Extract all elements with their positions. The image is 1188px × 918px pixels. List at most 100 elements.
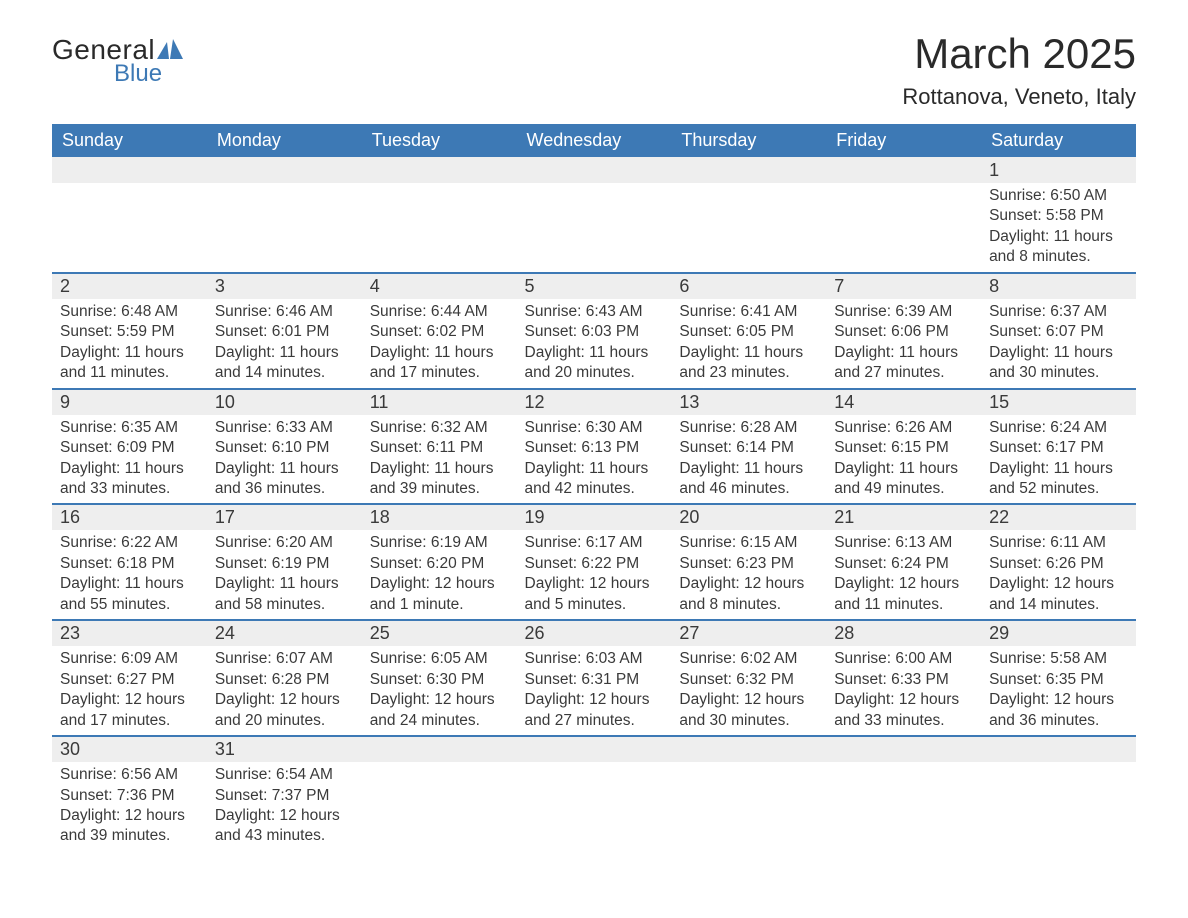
day-detail-cell bbox=[826, 183, 981, 273]
sunset-line: Sunset: 6:18 PM bbox=[60, 554, 199, 574]
day-number-cell: 3 bbox=[207, 273, 362, 299]
daylight-line: Daylight: 12 hours and 1 minute. bbox=[370, 574, 509, 615]
day-number-cell: 5 bbox=[517, 273, 672, 299]
day-detail-cell bbox=[671, 183, 826, 273]
sunset-line: Sunset: 6:24 PM bbox=[834, 554, 973, 574]
daylight-line: Daylight: 12 hours and 39 minutes. bbox=[60, 806, 199, 847]
daylight-line: Daylight: 11 hours and 52 minutes. bbox=[989, 459, 1128, 500]
sail-icon bbox=[157, 39, 183, 59]
day-detail-cell: Sunrise: 6:30 AMSunset: 6:13 PMDaylight:… bbox=[517, 415, 672, 505]
daylight-line: Daylight: 11 hours and 58 minutes. bbox=[215, 574, 354, 615]
week-detail-row: Sunrise: 6:48 AMSunset: 5:59 PMDaylight:… bbox=[52, 299, 1136, 389]
day-number-cell bbox=[981, 736, 1136, 762]
day-detail-cell: Sunrise: 6:13 AMSunset: 6:24 PMDaylight:… bbox=[826, 530, 981, 620]
sunset-line: Sunset: 6:19 PM bbox=[215, 554, 354, 574]
sunset-line: Sunset: 6:26 PM bbox=[989, 554, 1128, 574]
day-detail-cell: Sunrise: 6:00 AMSunset: 6:33 PMDaylight:… bbox=[826, 646, 981, 736]
daylight-line: Daylight: 12 hours and 33 minutes. bbox=[834, 690, 973, 731]
day-detail-cell bbox=[671, 762, 826, 851]
title-block: March 2025 Rottanova, Veneto, Italy bbox=[902, 30, 1136, 110]
sunset-line: Sunset: 7:36 PM bbox=[60, 786, 199, 806]
day-number-cell: 19 bbox=[517, 504, 672, 530]
daylight-line: Daylight: 11 hours and 14 minutes. bbox=[215, 343, 354, 384]
daylight-line: Daylight: 11 hours and 42 minutes. bbox=[525, 459, 664, 500]
day-number-cell bbox=[826, 736, 981, 762]
daylight-line: Daylight: 11 hours and 46 minutes. bbox=[679, 459, 818, 500]
daylight-line: Daylight: 12 hours and 14 minutes. bbox=[989, 574, 1128, 615]
day-detail-cell: Sunrise: 6:15 AMSunset: 6:23 PMDaylight:… bbox=[671, 530, 826, 620]
sunrise-line: Sunrise: 6:54 AM bbox=[215, 765, 354, 785]
day-number-cell bbox=[52, 157, 207, 183]
sunrise-line: Sunrise: 6:50 AM bbox=[989, 186, 1128, 206]
day-detail-cell: Sunrise: 6:50 AMSunset: 5:58 PMDaylight:… bbox=[981, 183, 1136, 273]
sunset-line: Sunset: 6:33 PM bbox=[834, 670, 973, 690]
day-number-cell: 6 bbox=[671, 273, 826, 299]
sunrise-line: Sunrise: 6:56 AM bbox=[60, 765, 199, 785]
daylight-line: Daylight: 11 hours and 27 minutes. bbox=[834, 343, 973, 384]
day-number-cell: 14 bbox=[826, 389, 981, 415]
sunset-line: Sunset: 6:28 PM bbox=[215, 670, 354, 690]
week-detail-row: Sunrise: 6:35 AMSunset: 6:09 PMDaylight:… bbox=[52, 415, 1136, 505]
day-detail-cell: Sunrise: 6:54 AMSunset: 7:37 PMDaylight:… bbox=[207, 762, 362, 851]
day-detail-cell: Sunrise: 6:35 AMSunset: 6:09 PMDaylight:… bbox=[52, 415, 207, 505]
weekday-header: Sunday bbox=[52, 124, 207, 157]
day-number-cell bbox=[517, 157, 672, 183]
day-detail-cell: Sunrise: 6:28 AMSunset: 6:14 PMDaylight:… bbox=[671, 415, 826, 505]
weekday-header: Thursday bbox=[671, 124, 826, 157]
day-detail-cell: Sunrise: 6:02 AMSunset: 6:32 PMDaylight:… bbox=[671, 646, 826, 736]
day-detail-cell: Sunrise: 6:24 AMSunset: 6:17 PMDaylight:… bbox=[981, 415, 1136, 505]
sunset-line: Sunset: 6:31 PM bbox=[525, 670, 664, 690]
daylight-line: Daylight: 11 hours and 55 minutes. bbox=[60, 574, 199, 615]
day-number-cell: 27 bbox=[671, 620, 826, 646]
day-detail-cell: Sunrise: 6:22 AMSunset: 6:18 PMDaylight:… bbox=[52, 530, 207, 620]
weekday-header: Friday bbox=[826, 124, 981, 157]
daylight-line: Daylight: 11 hours and 49 minutes. bbox=[834, 459, 973, 500]
day-detail-cell bbox=[517, 183, 672, 273]
day-detail-cell: Sunrise: 6:39 AMSunset: 6:06 PMDaylight:… bbox=[826, 299, 981, 389]
day-number-cell bbox=[517, 736, 672, 762]
sunrise-line: Sunrise: 6:24 AM bbox=[989, 418, 1128, 438]
sunset-line: Sunset: 6:01 PM bbox=[215, 322, 354, 342]
sunrise-line: Sunrise: 6:43 AM bbox=[525, 302, 664, 322]
sunrise-line: Sunrise: 6:41 AM bbox=[679, 302, 818, 322]
day-number-cell: 7 bbox=[826, 273, 981, 299]
day-number-cell bbox=[826, 157, 981, 183]
week-daynum-row: 23242526272829 bbox=[52, 620, 1136, 646]
day-detail-cell: Sunrise: 6:48 AMSunset: 5:59 PMDaylight:… bbox=[52, 299, 207, 389]
sunrise-line: Sunrise: 6:05 AM bbox=[370, 649, 509, 669]
day-number-cell: 31 bbox=[207, 736, 362, 762]
sunrise-line: Sunrise: 6:37 AM bbox=[989, 302, 1128, 322]
day-detail-cell bbox=[826, 762, 981, 851]
week-detail-row: Sunrise: 6:50 AMSunset: 5:58 PMDaylight:… bbox=[52, 183, 1136, 273]
day-detail-cell bbox=[981, 762, 1136, 851]
day-detail-cell: Sunrise: 6:17 AMSunset: 6:22 PMDaylight:… bbox=[517, 530, 672, 620]
day-number-cell: 28 bbox=[826, 620, 981, 646]
weekday-header: Wednesday bbox=[517, 124, 672, 157]
sunrise-line: Sunrise: 6:20 AM bbox=[215, 533, 354, 553]
daylight-line: Daylight: 12 hours and 5 minutes. bbox=[525, 574, 664, 615]
weekday-header: Tuesday bbox=[362, 124, 517, 157]
day-detail-cell bbox=[207, 183, 362, 273]
day-detail-cell bbox=[517, 762, 672, 851]
sunrise-line: Sunrise: 6:22 AM bbox=[60, 533, 199, 553]
sunrise-line: Sunrise: 6:26 AM bbox=[834, 418, 973, 438]
daylight-line: Daylight: 11 hours and 11 minutes. bbox=[60, 343, 199, 384]
day-detail-cell: Sunrise: 6:03 AMSunset: 6:31 PMDaylight:… bbox=[517, 646, 672, 736]
sunrise-line: Sunrise: 6:17 AM bbox=[525, 533, 664, 553]
weekday-header: Saturday bbox=[981, 124, 1136, 157]
day-number-cell: 30 bbox=[52, 736, 207, 762]
sunset-line: Sunset: 5:59 PM bbox=[60, 322, 199, 342]
day-detail-cell: Sunrise: 6:07 AMSunset: 6:28 PMDaylight:… bbox=[207, 646, 362, 736]
month-title: March 2025 bbox=[902, 30, 1136, 78]
sunrise-line: Sunrise: 6:19 AM bbox=[370, 533, 509, 553]
day-detail-cell bbox=[362, 762, 517, 851]
day-detail-cell: Sunrise: 6:41 AMSunset: 6:05 PMDaylight:… bbox=[671, 299, 826, 389]
daylight-line: Daylight: 11 hours and 23 minutes. bbox=[679, 343, 818, 384]
daylight-line: Daylight: 12 hours and 20 minutes. bbox=[215, 690, 354, 731]
sunrise-line: Sunrise: 6:46 AM bbox=[215, 302, 354, 322]
sunset-line: Sunset: 6:13 PM bbox=[525, 438, 664, 458]
week-detail-row: Sunrise: 6:09 AMSunset: 6:27 PMDaylight:… bbox=[52, 646, 1136, 736]
day-detail-cell: Sunrise: 6:11 AMSunset: 6:26 PMDaylight:… bbox=[981, 530, 1136, 620]
day-detail-cell: Sunrise: 5:58 AMSunset: 6:35 PMDaylight:… bbox=[981, 646, 1136, 736]
daylight-line: Daylight: 12 hours and 24 minutes. bbox=[370, 690, 509, 731]
